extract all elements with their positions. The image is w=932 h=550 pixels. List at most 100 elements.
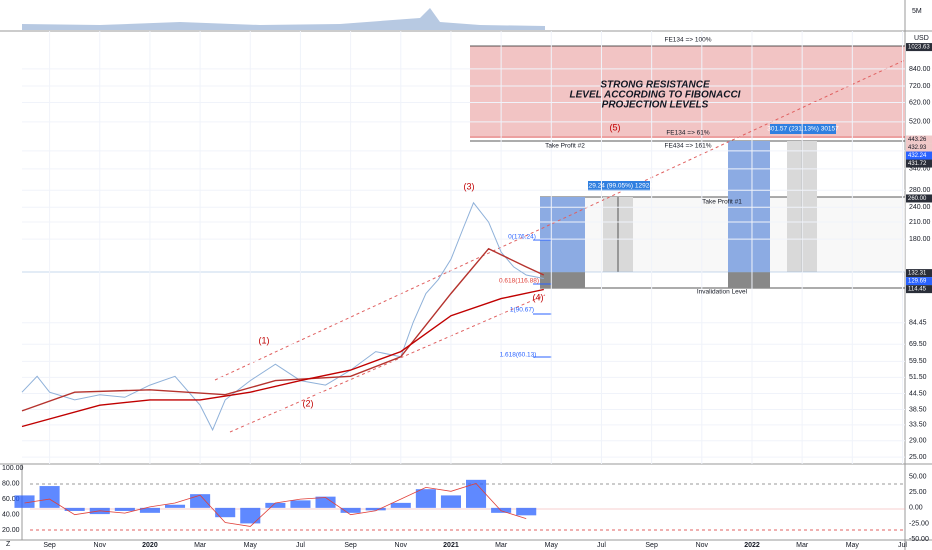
price-tag-label: 114.45 xyxy=(908,287,927,293)
y-tick-label: 620.00 xyxy=(909,99,931,106)
x-tick-label: Sep xyxy=(43,542,56,549)
x-tick-label: Jul xyxy=(296,542,305,549)
osc-bar xyxy=(365,507,386,511)
x-tick-label: Sep xyxy=(344,542,357,549)
y-tick-label: 40.00 xyxy=(2,512,20,519)
y2-tick-label: -50.00 xyxy=(909,536,929,543)
range-zone xyxy=(540,197,905,272)
x-tick-label: Jul xyxy=(898,542,907,549)
osc-bar xyxy=(415,489,436,508)
y-tick-label: 44.50 xyxy=(909,390,927,397)
y-tick-label: 240.00 xyxy=(909,204,931,211)
osc-bar xyxy=(315,496,336,508)
y-tick-label: 51.50 xyxy=(909,374,927,381)
channel-line xyxy=(214,59,906,381)
osc-bar xyxy=(215,507,236,518)
x-tick-label: May xyxy=(244,542,258,549)
osc-bar xyxy=(390,502,411,508)
annotation: Invalidation Level xyxy=(697,289,748,296)
y-tick-label: 180.00 xyxy=(909,236,931,243)
price-tag-label: 431.72 xyxy=(908,161,927,167)
price-tag xyxy=(906,143,932,152)
annotation: FE134 => 100% xyxy=(665,37,712,44)
price-tag-label: 443.26 xyxy=(908,137,927,143)
x-tick-label: Mar xyxy=(495,542,508,549)
long-stop-box xyxy=(728,272,770,288)
scale-button[interactable]: Z xyxy=(6,541,11,548)
x-tick-label: Mar xyxy=(194,542,207,549)
label-box xyxy=(588,181,650,191)
price-tag xyxy=(906,194,932,203)
y-tick-label: 340.00 xyxy=(909,166,931,173)
price-line xyxy=(21,288,544,428)
volume-strip xyxy=(22,8,545,30)
price-tag xyxy=(906,43,932,52)
y-tick-label: 60.00 xyxy=(2,496,20,503)
y-tick-label: 520.00 xyxy=(909,119,931,126)
osc-bar xyxy=(516,507,537,516)
y-tick-label: 840.00 xyxy=(909,66,931,73)
wave-label: (4) xyxy=(533,292,544,302)
x-tick-label: May xyxy=(545,542,559,549)
osc-bar xyxy=(340,507,361,513)
label-box xyxy=(770,124,836,134)
price-tag xyxy=(906,277,932,286)
y2-tick-label: 0.00 xyxy=(909,505,923,512)
y-tick-label: 20.00 xyxy=(2,527,20,534)
wave-label: (5) xyxy=(610,122,621,132)
osc-line xyxy=(24,483,527,527)
osc-bar xyxy=(164,504,186,508)
long-profit-box xyxy=(540,197,585,272)
y-tick-label: 720.00 xyxy=(909,83,931,90)
annotation: Take Profit #2 xyxy=(545,143,585,150)
price-tag xyxy=(906,135,932,144)
long-stop-box xyxy=(540,272,585,288)
wave-label: (1) xyxy=(259,335,270,345)
x-tick-label: May xyxy=(846,542,860,549)
resistance-zone xyxy=(470,46,905,136)
y-tick-label: 38.50 xyxy=(909,406,927,413)
annotation: STRONG RESISTANCE xyxy=(600,80,710,91)
price-tag xyxy=(906,269,932,278)
annotation: 129.24 (99.05%) 12924 xyxy=(585,183,653,190)
y-tick-label: 69.50 xyxy=(909,341,927,348)
x-tick-label: 2021 xyxy=(443,542,459,549)
osc-bar xyxy=(190,494,211,508)
long-profit-box xyxy=(728,141,770,272)
x-tick-label: Mar xyxy=(796,542,809,549)
volume-label: 5M xyxy=(912,8,922,15)
x-tick-label: Nov xyxy=(696,542,709,549)
price-tag-label: 432.93 xyxy=(908,145,927,151)
osc-bar xyxy=(114,507,135,511)
annotation: PROJECTION LEVELS xyxy=(602,100,709,111)
wave-label: (2) xyxy=(303,398,314,408)
annotation: 301.57 (231.13%) 30157 xyxy=(767,126,839,133)
annotations: FE134 => 100% STRONG RESISTANCE LEVEL AC… xyxy=(6,8,929,548)
currency-label: USD xyxy=(914,35,929,42)
annotation: FE134 => 61% xyxy=(666,130,710,137)
osc-bar xyxy=(39,486,60,508)
price-tag xyxy=(906,159,932,168)
price-tag xyxy=(906,151,932,160)
osc-bar xyxy=(139,507,160,513)
annotation: LEVEL ACCORDING TO FIBONACCI xyxy=(570,90,741,101)
annotation: 1.618(60.13) xyxy=(500,352,537,359)
y-tick-label: 84.45 xyxy=(909,320,927,327)
price-tag-label: 132.31 xyxy=(908,271,927,277)
y2-tick-label: 50.00 xyxy=(909,474,927,481)
y-tick-label: 100.00 xyxy=(2,465,24,472)
y-tick-label: 280.00 xyxy=(909,187,931,194)
y-tick-label: 210.00 xyxy=(909,219,931,226)
price-tag-label: 432.24 xyxy=(908,153,927,159)
x-tick-label: 2022 xyxy=(744,542,760,549)
price-tag xyxy=(906,285,932,294)
fib-levels xyxy=(533,239,552,358)
price-tag-label: 260.00 xyxy=(908,196,927,202)
osc-bar xyxy=(240,507,261,524)
osc-bar xyxy=(290,500,311,508)
annotation: 0.618(116.88) xyxy=(499,278,539,285)
price-tag-label: 1023.63 xyxy=(908,45,930,51)
x-tick-label: Nov xyxy=(94,542,107,549)
annotation: Take Profit #1 xyxy=(702,199,742,206)
